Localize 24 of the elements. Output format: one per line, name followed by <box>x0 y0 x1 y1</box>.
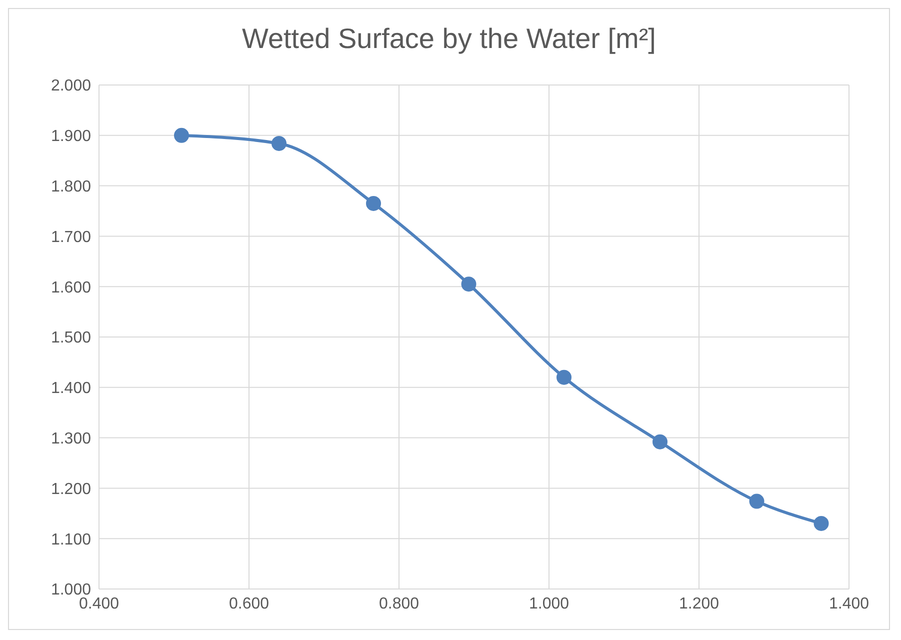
y-tick-label: 1.900 <box>50 128 92 146</box>
chart-title: Wetted Surface by the Water [m²] <box>241 22 657 56</box>
point <box>272 136 286 151</box>
x-tick-label: 0.800 <box>378 595 420 612</box>
y-tick-label: 2.000 <box>50 78 92 95</box>
point <box>366 196 381 211</box>
y-tick-label: 1.300 <box>50 430 92 448</box>
y-tick-label: 1.500 <box>50 330 92 347</box>
y-tick-label: 1.400 <box>50 380 92 398</box>
x-tick-label: 0.600 <box>228 595 270 612</box>
x-tick-label: 1.000 <box>528 595 570 612</box>
y-tick-label: 1.800 <box>50 178 92 196</box>
y-tick-label: 1.100 <box>50 531 92 548</box>
point <box>814 516 829 531</box>
y-tick-label: 1.200 <box>50 480 92 498</box>
point <box>749 494 764 509</box>
point <box>652 434 668 450</box>
y-tick-label: 1.700 <box>50 228 92 246</box>
point <box>174 128 189 143</box>
x-tick-label: 1.400 <box>828 595 870 612</box>
y-tick-label: 1.600 <box>50 279 92 296</box>
x-tick-label: 1.200 <box>678 595 720 612</box>
point <box>556 370 572 385</box>
point <box>461 276 476 292</box>
